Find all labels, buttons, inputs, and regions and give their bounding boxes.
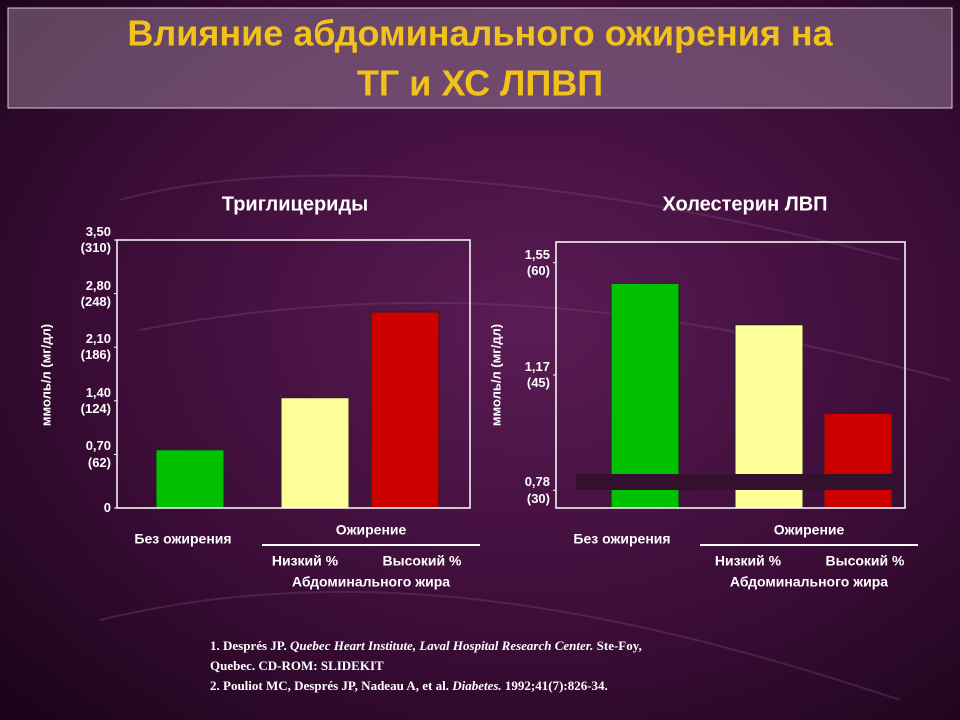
reference-part: Diabetes. <box>451 678 501 693</box>
group-label: Ожирение <box>336 522 407 538</box>
reference-part: 1992;41(7):826-34. <box>502 678 608 693</box>
chart-title: Триглицериды <box>222 193 369 215</box>
bar <box>155 449 225 509</box>
reference: 1. Després JP. Quebec Heart Institute, L… <box>210 638 642 653</box>
slide-title: Влияние абдоминального ожирения на <box>127 13 833 54</box>
reference: 2. Pouliot MC, Després JP, Nadeau A, et … <box>210 678 608 693</box>
y-tick-label: 1,55 (60) <box>524 246 550 278</box>
slide-title: ТГ и ХС ЛПВП <box>357 63 603 104</box>
bar <box>370 311 440 509</box>
x-tick-label: Без ожирения <box>134 531 231 547</box>
y-axis-label: ммоль/л (мг/дл) <box>488 324 503 426</box>
group-sublabel: Абдоминального жира <box>292 574 450 590</box>
plot-frame <box>116 239 471 509</box>
reference-part: 1. Després JP. <box>210 638 290 653</box>
reference-part: Quebec. CD-ROM: SLIDEKIT <box>210 658 384 673</box>
reference-part: Quebec Heart Institute, Laval Hospital R… <box>290 638 593 653</box>
plot-frame <box>555 241 906 509</box>
chart-title: Холестерин ЛВП <box>662 193 827 215</box>
y-tick-label: 0 <box>103 499 111 515</box>
decoration <box>99 174 951 701</box>
y-tick-label: 1,17 (45) <box>524 358 550 390</box>
y-tick-label: 2,10 (186) <box>80 330 111 363</box>
title-box <box>7 7 953 109</box>
y-tick-label: 1,40 (124) <box>80 384 111 416</box>
y-tick-label: 0,78 (30) <box>524 474 550 506</box>
x-tick-label: Низкий % <box>715 553 782 569</box>
bar <box>280 397 350 509</box>
x-tick-label: Высокий % <box>826 553 906 569</box>
y-tick-label: 3,50 (310) <box>80 223 111 255</box>
reference-part: 2. Pouliot MC, Després JP, Nadeau A, et … <box>210 678 452 693</box>
bar <box>610 282 680 509</box>
x-tick-label: Без ожирения <box>573 531 670 547</box>
x-tick-label: Высокий % <box>383 553 463 569</box>
group-label: Ожирение <box>774 522 845 538</box>
y-axis-label: ммоль/л (мг/дл) <box>38 324 53 426</box>
bar <box>823 412 893 509</box>
reference: Quebec. CD-ROM: SLIDEKIT <box>210 658 384 673</box>
reference-part: Ste-Foy, <box>593 638 641 653</box>
y-tick-label: 0,70 (62) <box>85 438 111 470</box>
group-sublabel: Абдоминального жира <box>730 574 888 590</box>
y-tick-label: 2,80 (248) <box>80 277 111 309</box>
axis-break <box>576 474 905 490</box>
x-tick-label: Низкий % <box>272 553 339 569</box>
